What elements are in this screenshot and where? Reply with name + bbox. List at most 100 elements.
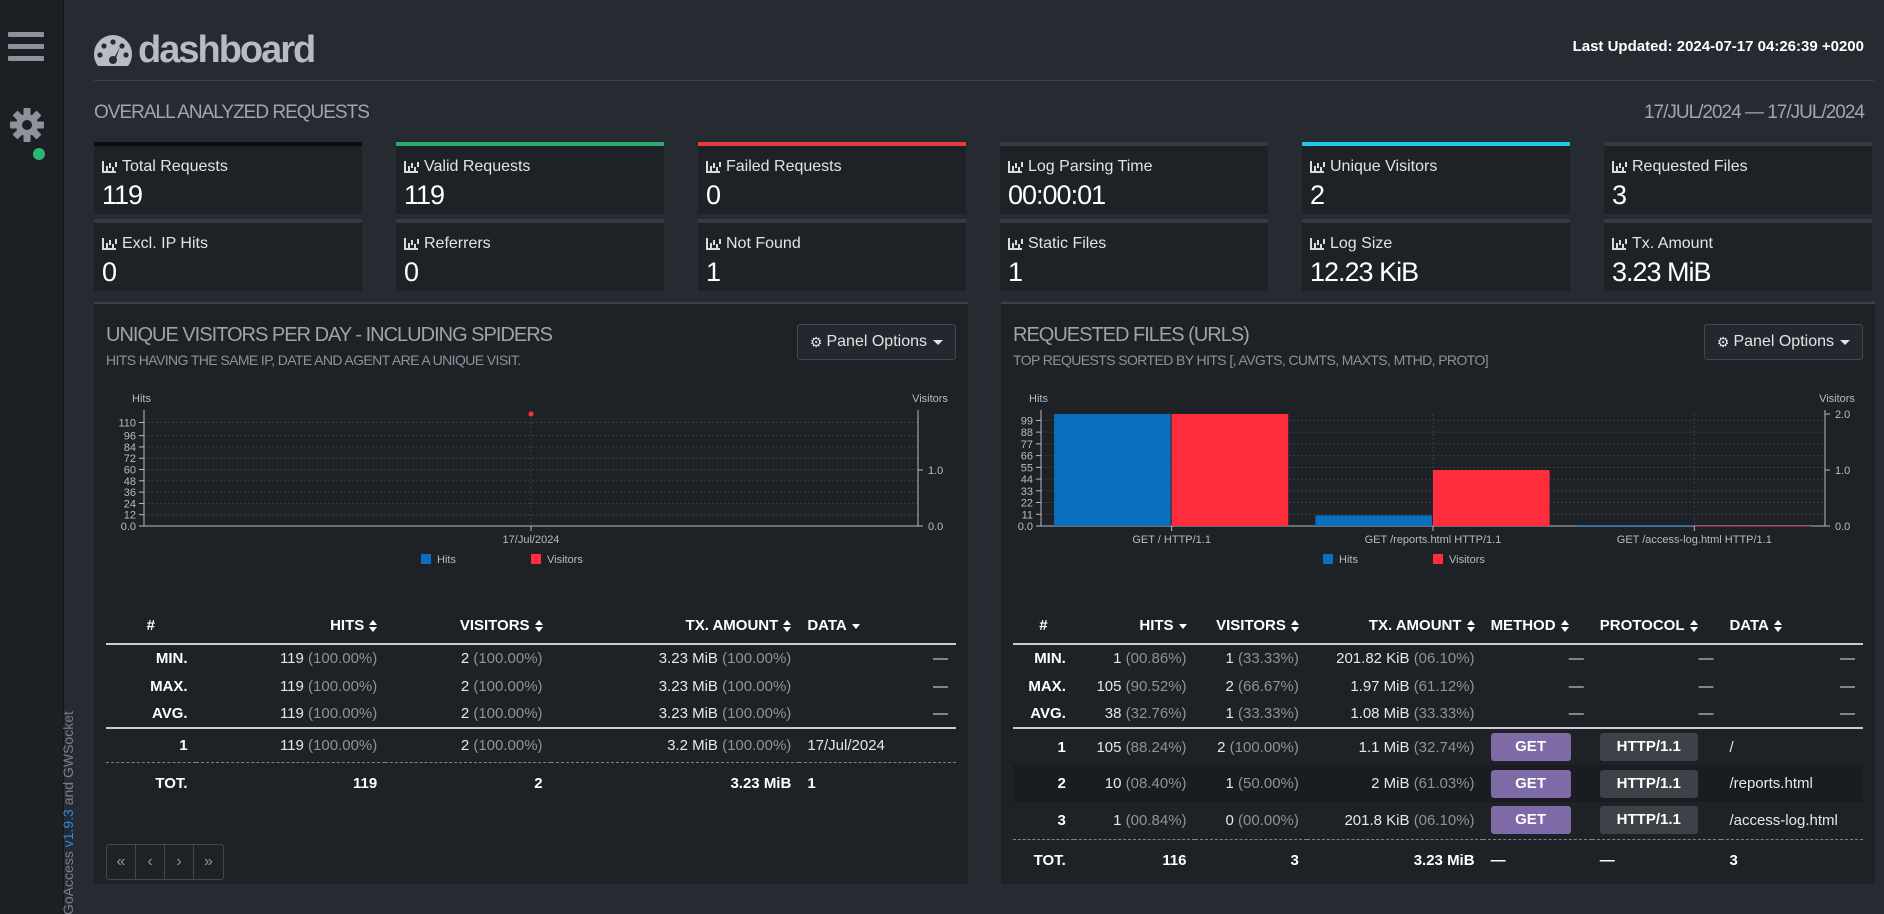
hits-value: 105 [1096,738,1122,756]
page-title: dashboard [138,28,316,71]
pager-first-button[interactable]: « [107,845,136,879]
stat-card: Log Size 12.23 KiB [1302,219,1570,291]
stats-label: MIN. [155,650,188,667]
hits-percent: (32.76%) [1125,705,1187,722]
column-header-label: DATA [1729,617,1769,634]
tx-percent: (100.00%) [722,736,792,754]
cell-data: — [1840,677,1855,695]
menu-icon[interactable] [8,32,44,64]
pager-prev-button[interactable]: ‹ [136,845,165,879]
visitors-value: 2 [460,677,470,695]
legend-visitors-swatch [531,554,541,564]
column-header-label: PROTOCOL [1599,617,1685,634]
bar-chart-icon [1310,238,1324,250]
y-tick-label: 11 [1022,509,1033,521]
total-hits: 119 [195,761,386,804]
table-row[interactable]: 2 10 (08.40%) 1 (50.00%) 2 MiB (61.03%) GET H… [1013,765,1863,802]
cell-method: GET [1482,727,1592,765]
stat-card-label: Log Parsing Time [1008,158,1153,176]
cell-data: — [1840,705,1855,722]
stat-card: Requested Files 3 [1604,142,1872,214]
total-row: TOT. 119 2 3.23 MiB 1 [106,761,956,804]
tx-value: 201.82 KiB [1336,650,1410,667]
visitors-percent: (50.00%) [1238,775,1299,792]
column-header-label: VISITORS [1216,617,1286,634]
tx-value: 1.1 MiB [1358,738,1410,756]
y-tick-label: 72 [124,453,136,465]
column-header: # [1013,608,1074,645]
cell-tx: 201.8 KiB (06.10%) [1307,802,1483,839]
cell-visitors: 2 (100.00%) [385,727,551,762]
column-header[interactable]: VISITORS [1194,608,1307,645]
y-tick-label: 44 [1021,474,1033,486]
pager-last-button[interactable]: » [204,853,213,870]
sort-icon [1290,620,1299,633]
cell-tx: 2 MiB (61.03%) [1306,765,1483,802]
table-row[interactable]: 1 119 (100.00%) 2 (100.00%) 3.2 MiB (100.00… [106,727,956,762]
cell-visitors: 2 (66.67%) [1195,672,1307,700]
stat-card-label: Excl. IP Hits [102,235,208,253]
hits-value: 10 [1104,775,1122,792]
column-header[interactable]: VISITORS [385,608,551,645]
method-badge: GET [1490,806,1571,835]
column-header[interactable]: METHOD [1482,608,1592,645]
stat-card-label-text: Excl. IP Hits [122,235,208,252]
cell-data: /reports.html [1721,765,1863,802]
tx-percent: (33.33%) [1413,705,1475,722]
pager-next-button[interactable]: › [165,845,194,879]
bar-chart-icon [1310,161,1324,173]
sort-desc-icon [1178,623,1187,629]
hits-percent: (88.24%) [1125,738,1187,756]
tx-value: 3.23 MiB [658,677,718,695]
table-row[interactable]: 1 105 (88.24%) 2 (100.00%) 1.1 MiB (32.74%)… [1013,727,1863,765]
stat-card-value: 2 [1310,180,1325,210]
sort-icon [1773,620,1782,633]
stats-row: MIN. 119 (100.00%) 2 (100.00%) 3.23 MiB (10… [106,644,956,672]
visitors-percent: (100.00%) [473,650,543,667]
tx-percent: (100.00%) [722,650,792,667]
files-panel-title: REQUESTED FILES (URLS) [1013,324,1250,346]
column-header[interactable]: PROTOCOL [1591,608,1722,645]
protocol-badge: HTTP/1.1 [1599,733,1698,761]
stat-card-label-text: Unique Visitors [1330,158,1438,175]
cell-data: — [933,650,948,667]
stats-row: AVG. 119 (100.00%) 2 (100.00%) 3.23 MiB (10… [106,700,956,728]
visitors-value: 2 [1217,738,1226,756]
caret-down-icon [933,339,943,345]
version-link[interactable]: v1.9.3 [60,809,76,848]
cell-protocol: — [1698,650,1714,667]
gear-icon[interactable] [8,106,46,144]
column-header[interactable]: HITS [195,608,386,645]
row-number: 1 [106,727,196,762]
column-header[interactable]: TX. AMOUNT [550,608,800,645]
stat-card-label: Total Requests [102,158,228,176]
legend-hits-label: Hits [437,554,456,566]
files-panel-subtitle: TOP REQUESTS SORTED BY HITS [, AVGTS, CU… [1013,352,1489,368]
files-table: # HITS VISITORS TX. AMOUNT METHOD PROTOCOL DAT… [1013,608,1863,881]
y-tick-label: 55 [1021,462,1033,474]
stat-card: Total Requests 119 [94,142,362,214]
stat-card: Tx. Amount 3.23 MiB [1604,219,1872,291]
hits-percent: (08.40%) [1125,775,1187,792]
panel-options-label: Panel Options [826,333,927,350]
row-number: 1 [1013,727,1074,765]
bar-chart-icon [102,161,116,173]
stats-row: MAX. 119 (100.00%) 2 (100.00%) 3.23 MiB (10… [106,672,956,700]
column-header[interactable]: DATA [1721,608,1863,645]
bar-chart-icon [1008,238,1022,250]
tx-percent: (06.10%) [1413,811,1475,829]
y-tick-label: 0.0 [1018,521,1033,533]
tx-value: 1.08 MiB [1350,705,1410,722]
stat-card-label-text: Referrers [424,235,491,252]
column-header[interactable]: DATA [799,608,956,645]
gwsocket-link[interactable]: GWSocket [60,711,76,779]
stat-card-value: 3 [1612,180,1627,210]
files-panel-options-button[interactable]: ⚙ Panel Options [1703,324,1863,360]
column-header[interactable]: TX. AMOUNT [1306,608,1483,645]
bar-chart-icon [1612,161,1626,173]
sort-icon [1560,620,1569,633]
visitors-panel-options-button[interactable]: ⚙ Panel Options [796,324,956,360]
column-header[interactable]: HITS [1073,608,1195,645]
legend-visitors-label: Visitors [1449,554,1485,566]
